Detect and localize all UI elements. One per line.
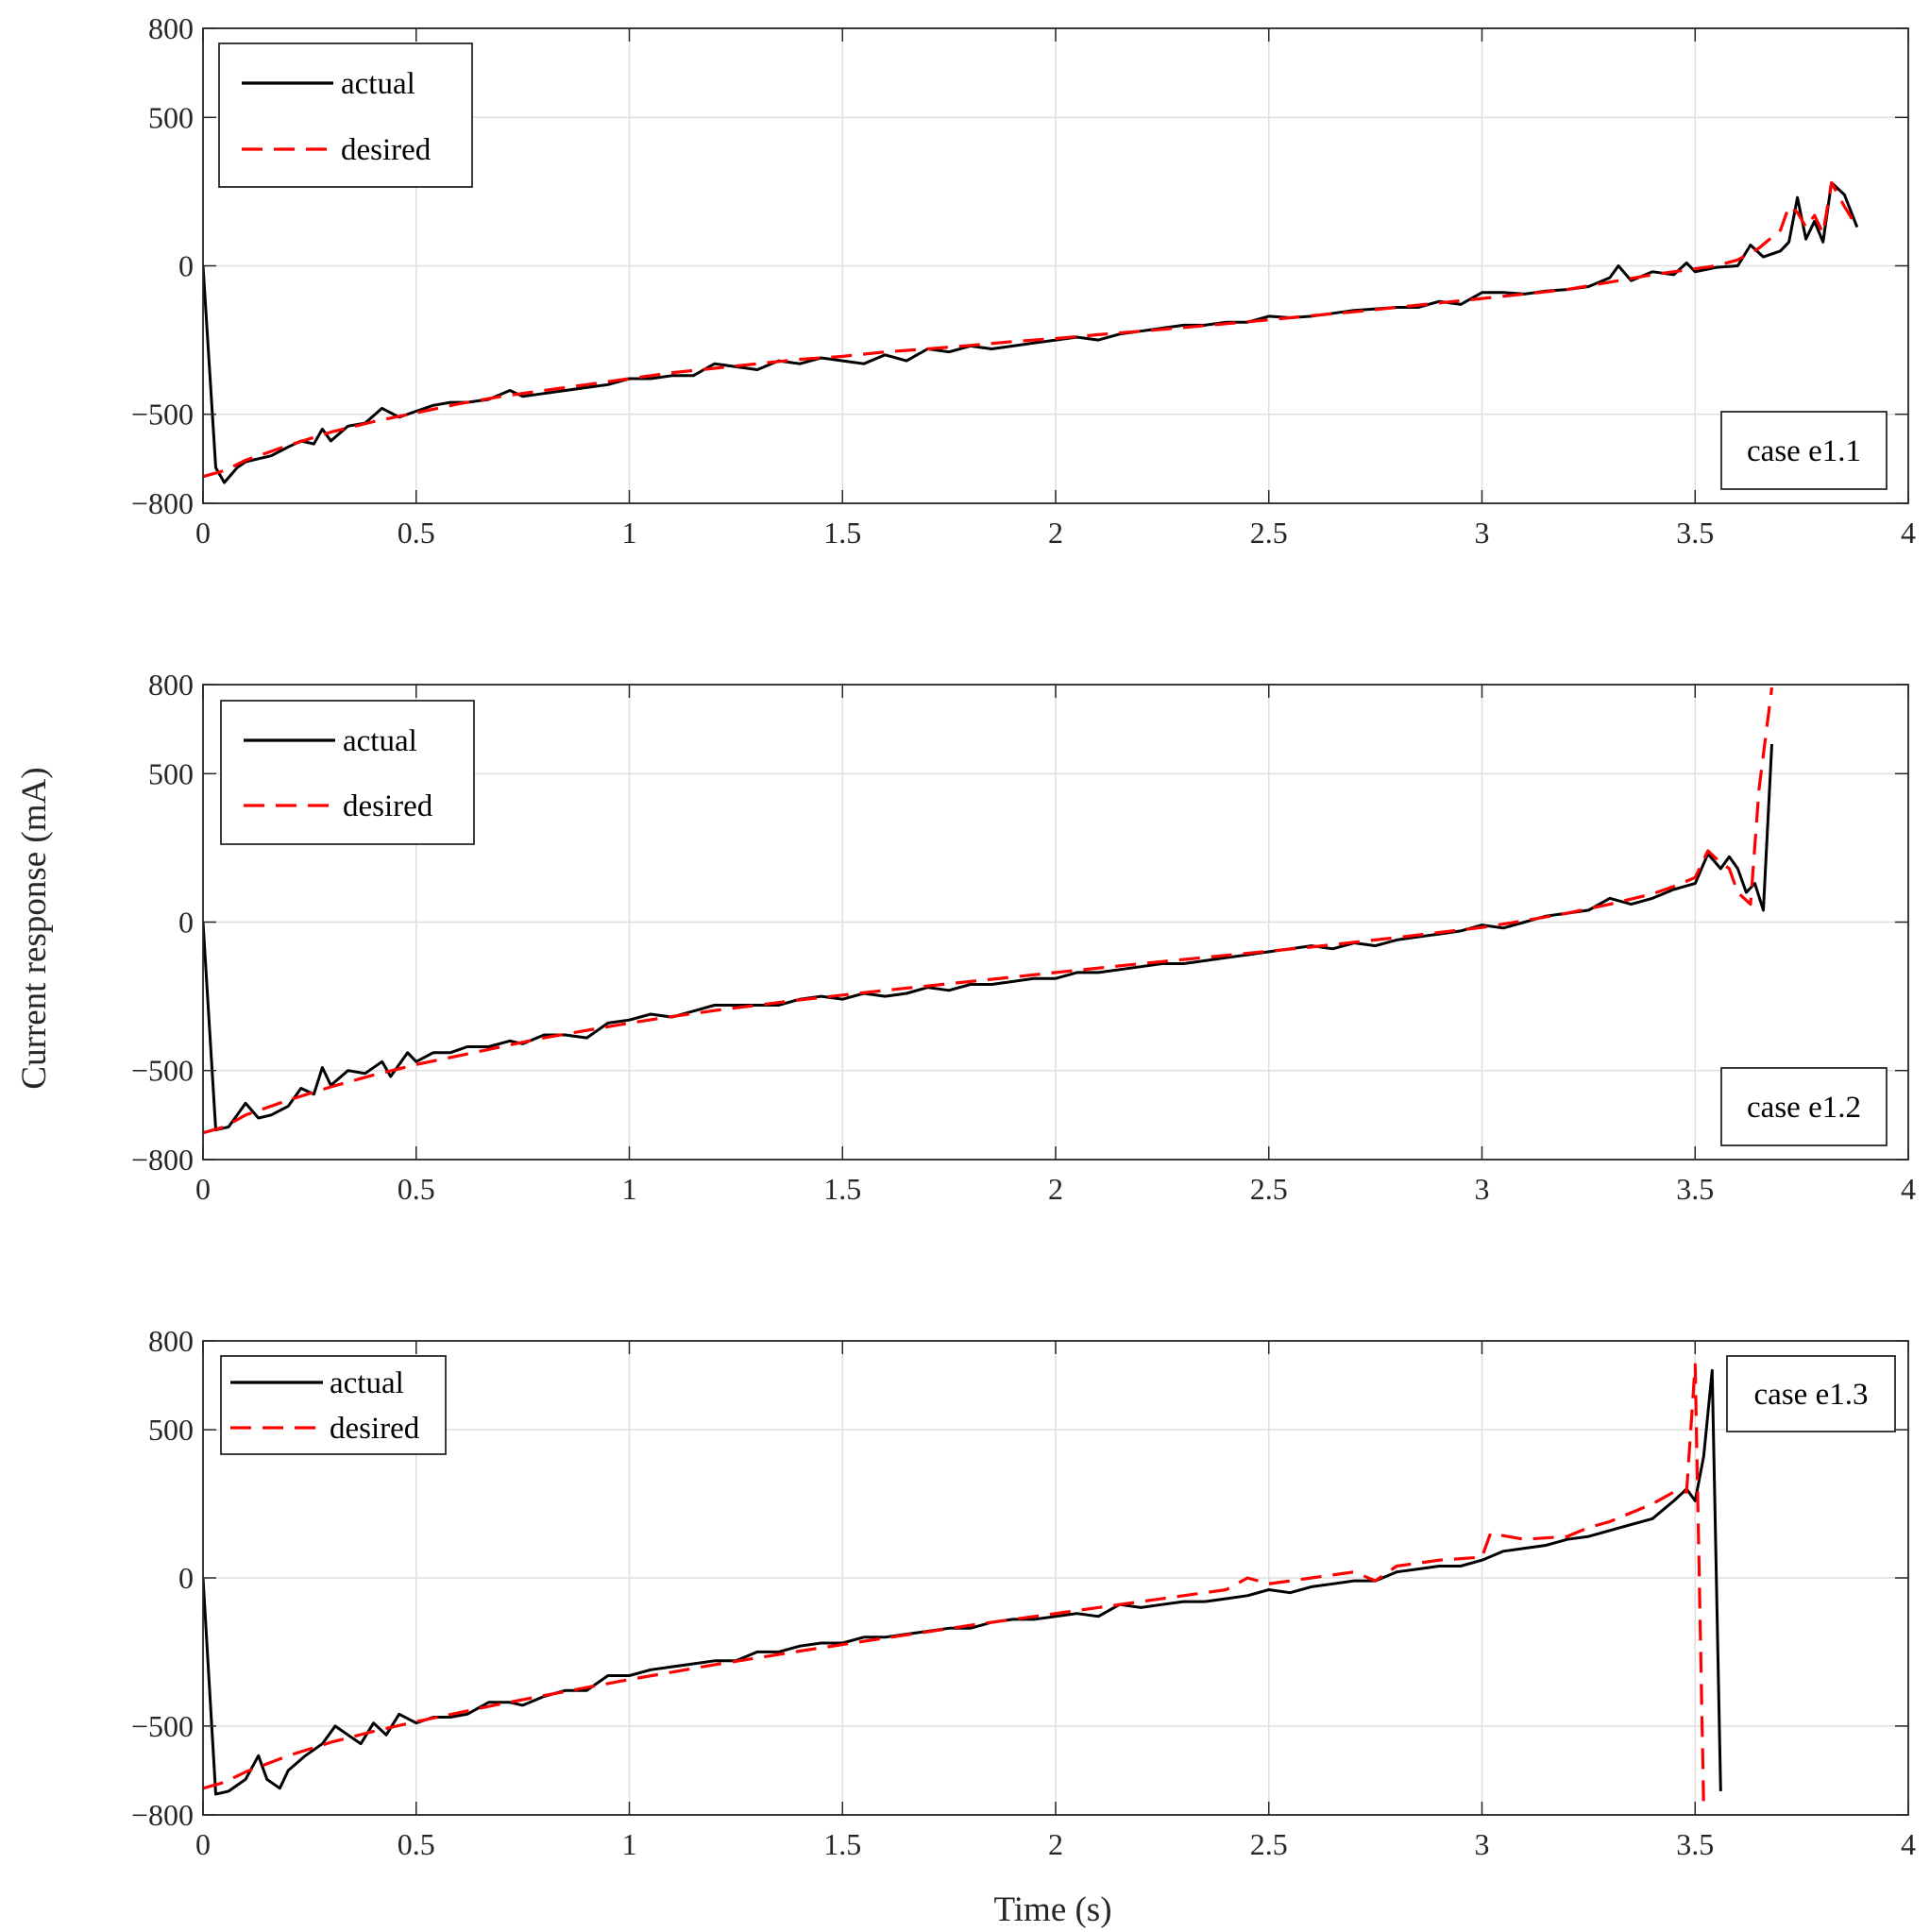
case-label-box bbox=[1720, 411, 1888, 490]
x-tick-label: 0 bbox=[195, 516, 211, 550]
y-axis-label: Current response (mA) bbox=[15, 767, 54, 1089]
y-tick-label: −500 bbox=[131, 1709, 194, 1743]
legend-label-actual: actual bbox=[343, 724, 417, 758]
panel-1: 0 0.5 1 1.5 2 2.5 3 3.5 4 −800 −500 0 500 800 actual de… bbox=[131, 11, 1916, 550]
x-tick-label: 0 bbox=[195, 1172, 211, 1206]
series-line-actual bbox=[203, 1368, 1722, 1796]
legend-box bbox=[220, 700, 475, 845]
x-tick-label: 2.5 bbox=[1250, 1827, 1288, 1861]
series-line-desired bbox=[203, 686, 1774, 1135]
legend-box bbox=[220, 1355, 447, 1455]
y-tick-label: −800 bbox=[131, 1798, 194, 1832]
x-tick-label: 4 bbox=[1901, 1172, 1916, 1206]
x-tick-label: 2.5 bbox=[1250, 516, 1288, 550]
panel-2: 0 0.5 1 1.5 2 2.5 3 3.5 4 −800 −500 0 500 800 actual de… bbox=[131, 668, 1916, 1206]
legend-label-actual: actual bbox=[341, 67, 415, 101]
y-tick-label: 0 bbox=[178, 1561, 194, 1595]
x-tick-label: 1 bbox=[622, 1827, 637, 1861]
y-tick-label: −800 bbox=[131, 486, 194, 520]
x-tick-label: 2.5 bbox=[1250, 1172, 1288, 1206]
legend-box bbox=[218, 42, 473, 188]
x-tick-label: 1 bbox=[622, 516, 637, 550]
x-tick-label: 2 bbox=[1048, 1827, 1063, 1861]
y-tick-label: 500 bbox=[148, 1413, 194, 1447]
case-label-box bbox=[1720, 1067, 1888, 1146]
x-tick-label: 1.5 bbox=[823, 1827, 861, 1861]
legend-label-desired: desired bbox=[330, 1412, 420, 1446]
x-tick-label: 3 bbox=[1475, 1827, 1490, 1861]
panel-3: 0 0.5 1 1.5 2 2.5 3 3.5 4 −800 −500 0 500 800 actual de… bbox=[131, 1324, 1916, 1861]
case-label: case e1.3 bbox=[1754, 1378, 1869, 1412]
case-label: case e1.1 bbox=[1747, 434, 1861, 468]
y-tick-label: 500 bbox=[148, 100, 194, 134]
series-line-desired bbox=[203, 180, 1859, 479]
x-tick-label: 3.5 bbox=[1676, 1827, 1714, 1861]
legend-label-actual: actual bbox=[330, 1366, 404, 1400]
legend: actual desired bbox=[220, 1355, 447, 1455]
legend-label-desired: desired bbox=[341, 133, 432, 167]
x-tick-label: 0 bbox=[195, 1827, 211, 1861]
x-tick-label: 3 bbox=[1475, 1172, 1490, 1206]
y-tick-label: 800 bbox=[148, 668, 194, 702]
x-tick-label: 2 bbox=[1048, 1172, 1063, 1206]
series-group bbox=[203, 1363, 1722, 1806]
y-tick-label: 0 bbox=[178, 906, 194, 940]
x-axis-label: Time (s) bbox=[993, 1890, 1111, 1929]
case-label: case e1.2 bbox=[1747, 1091, 1861, 1125]
y-tick-label: −500 bbox=[131, 398, 194, 432]
x-tick-label: 1.5 bbox=[823, 516, 861, 550]
x-tick-label: 4 bbox=[1901, 1827, 1916, 1861]
series-group bbox=[203, 686, 1774, 1135]
series-group bbox=[203, 180, 1859, 484]
x-tick-label: 3.5 bbox=[1676, 516, 1714, 550]
x-tick-label: 4 bbox=[1901, 516, 1916, 550]
y-tick-label: −500 bbox=[131, 1054, 194, 1088]
y-tick-label: 800 bbox=[148, 1324, 194, 1358]
x-tick-label: 0.5 bbox=[398, 1172, 435, 1206]
x-tick-label: 3 bbox=[1475, 516, 1490, 550]
x-tick-label: 0.5 bbox=[398, 1827, 435, 1861]
legend-label-desired: desired bbox=[343, 789, 433, 823]
x-tick-label: 0.5 bbox=[398, 516, 435, 550]
series-line-desired bbox=[203, 1363, 1705, 1806]
y-tick-label: 500 bbox=[148, 756, 194, 790]
case-label-box bbox=[1726, 1355, 1896, 1432]
x-tick-label: 2 bbox=[1048, 516, 1063, 550]
x-tick-label: 3.5 bbox=[1676, 1172, 1714, 1206]
x-tick-label: 1.5 bbox=[823, 1172, 861, 1206]
legend: actual desired bbox=[220, 700, 475, 845]
series-line-actual bbox=[203, 181, 1859, 484]
y-tick-label: 800 bbox=[148, 11, 194, 45]
y-tick-label: −800 bbox=[131, 1143, 194, 1177]
x-tick-label: 1 bbox=[622, 1172, 637, 1206]
legend: actual desired bbox=[218, 42, 473, 188]
y-tick-label: 0 bbox=[178, 249, 194, 283]
